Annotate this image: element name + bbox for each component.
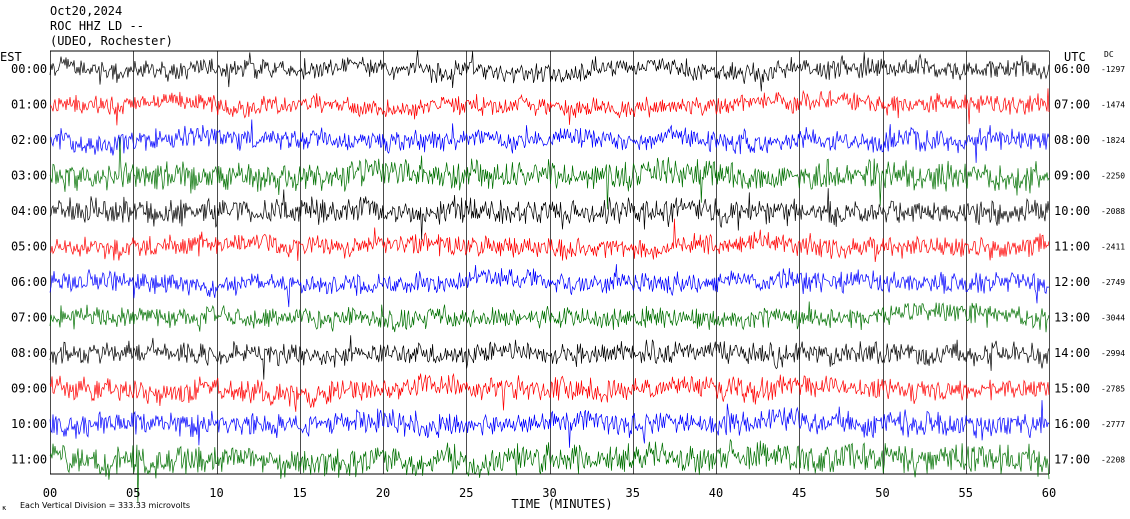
grid-layer bbox=[50, 50, 1050, 475]
trace-row bbox=[49, 137, 1050, 210]
est-hour-label: 01:00 bbox=[11, 98, 47, 112]
trace-row bbox=[49, 400, 1050, 448]
scale-marker-icon: κ bbox=[2, 504, 7, 512]
x-tick-label: 40 bbox=[709, 486, 723, 500]
trace-layer bbox=[49, 50, 1050, 504]
est-header: EST bbox=[0, 50, 22, 64]
utc-header: UTC bbox=[1064, 50, 1086, 64]
trace-row bbox=[49, 88, 1050, 126]
x-tick-label: 30 bbox=[542, 486, 556, 500]
trace-row bbox=[49, 372, 1050, 412]
utc-hour-label: 08:00 bbox=[1054, 133, 1090, 147]
utc-hour-label: 16:00 bbox=[1054, 417, 1090, 431]
trace-row bbox=[49, 301, 1050, 333]
x-tick-label: 55 bbox=[959, 486, 973, 500]
utc-hour-label: 15:00 bbox=[1054, 382, 1090, 396]
dc-offset-label: -2411 bbox=[1101, 243, 1125, 252]
dc-offset-label: -2088 bbox=[1101, 207, 1125, 216]
footer-note: Each Vertical Division = 333.33 microvol… bbox=[20, 501, 190, 510]
dc-offset-label: -1474 bbox=[1101, 101, 1125, 110]
row-label-layer: 00:00 06:00 -1297 01:00 07:00 -1474 02:00 08:00… bbox=[11, 62, 1125, 467]
dc-offset-label: -2994 bbox=[1101, 349, 1125, 358]
location-label: (UDEO, Rochester) bbox=[50, 34, 173, 48]
utc-hour-label: 12:00 bbox=[1054, 275, 1090, 289]
trace-row bbox=[49, 335, 1050, 380]
trace-row bbox=[49, 438, 1050, 504]
dc-offset-label: -2208 bbox=[1101, 456, 1125, 465]
utc-hour-label: 17:00 bbox=[1054, 453, 1090, 467]
trace-row bbox=[49, 218, 1050, 263]
date-label: Oct20,2024 bbox=[50, 4, 122, 18]
dc-offset-label: -2749 bbox=[1101, 278, 1125, 287]
utc-hour-label: 14:00 bbox=[1054, 346, 1090, 360]
dc-offset-label: -2777 bbox=[1101, 420, 1125, 429]
station-label: ROC HHZ LD -- bbox=[50, 19, 144, 33]
x-tick-label: 05 bbox=[126, 486, 140, 500]
x-axis-title: TIME (MINUTES) bbox=[511, 497, 612, 511]
x-tick-label: 20 bbox=[376, 486, 390, 500]
dc-offset-label: -3044 bbox=[1101, 314, 1125, 323]
trace-row bbox=[49, 188, 1050, 240]
dc-offset-label: -2250 bbox=[1101, 172, 1125, 181]
est-hour-label: 08:00 bbox=[11, 346, 47, 360]
x-tick-label: 45 bbox=[792, 486, 806, 500]
trace-row bbox=[49, 119, 1050, 163]
x-tick-label: 35 bbox=[626, 486, 640, 500]
utc-hour-label: 09:00 bbox=[1054, 169, 1090, 183]
est-hour-label: 06:00 bbox=[11, 275, 47, 289]
est-hour-label: 03:00 bbox=[11, 169, 47, 183]
est-hour-label: 10:00 bbox=[11, 417, 47, 431]
x-tick-label: 60 bbox=[1042, 486, 1056, 500]
trace-row bbox=[49, 264, 1050, 308]
dc-header: DC bbox=[1104, 50, 1114, 59]
x-tick-label: 25 bbox=[459, 486, 473, 500]
utc-hour-label: 11:00 bbox=[1054, 240, 1090, 254]
est-hour-label: 02:00 bbox=[11, 133, 47, 147]
utc-hour-label: 06:00 bbox=[1054, 62, 1090, 76]
utc-hour-label: 07:00 bbox=[1054, 98, 1090, 112]
utc-hour-label: 10:00 bbox=[1054, 204, 1090, 218]
dc-offset-label: -1297 bbox=[1101, 65, 1125, 74]
x-tick-label: 50 bbox=[875, 486, 889, 500]
est-hour-label: 11:00 bbox=[11, 453, 47, 467]
est-hour-label: 04:00 bbox=[11, 204, 47, 218]
est-hour-label: 09:00 bbox=[11, 382, 47, 396]
dc-offset-label: -2785 bbox=[1101, 385, 1125, 394]
est-hour-label: 00:00 bbox=[11, 62, 47, 76]
x-tick-label: 10 bbox=[209, 486, 223, 500]
utc-hour-label: 13:00 bbox=[1054, 311, 1090, 325]
dc-offset-label: -1824 bbox=[1101, 136, 1125, 145]
x-tick-layer: 00 05 10 15 20 25 30 35 40 45 50 55 60 bbox=[43, 486, 1056, 500]
x-tick-label: 00 bbox=[43, 486, 57, 500]
x-tick-label: 15 bbox=[293, 486, 307, 500]
est-hour-label: 07:00 bbox=[11, 311, 47, 325]
trace-row bbox=[49, 50, 1050, 92]
est-hour-label: 05:00 bbox=[11, 240, 47, 254]
